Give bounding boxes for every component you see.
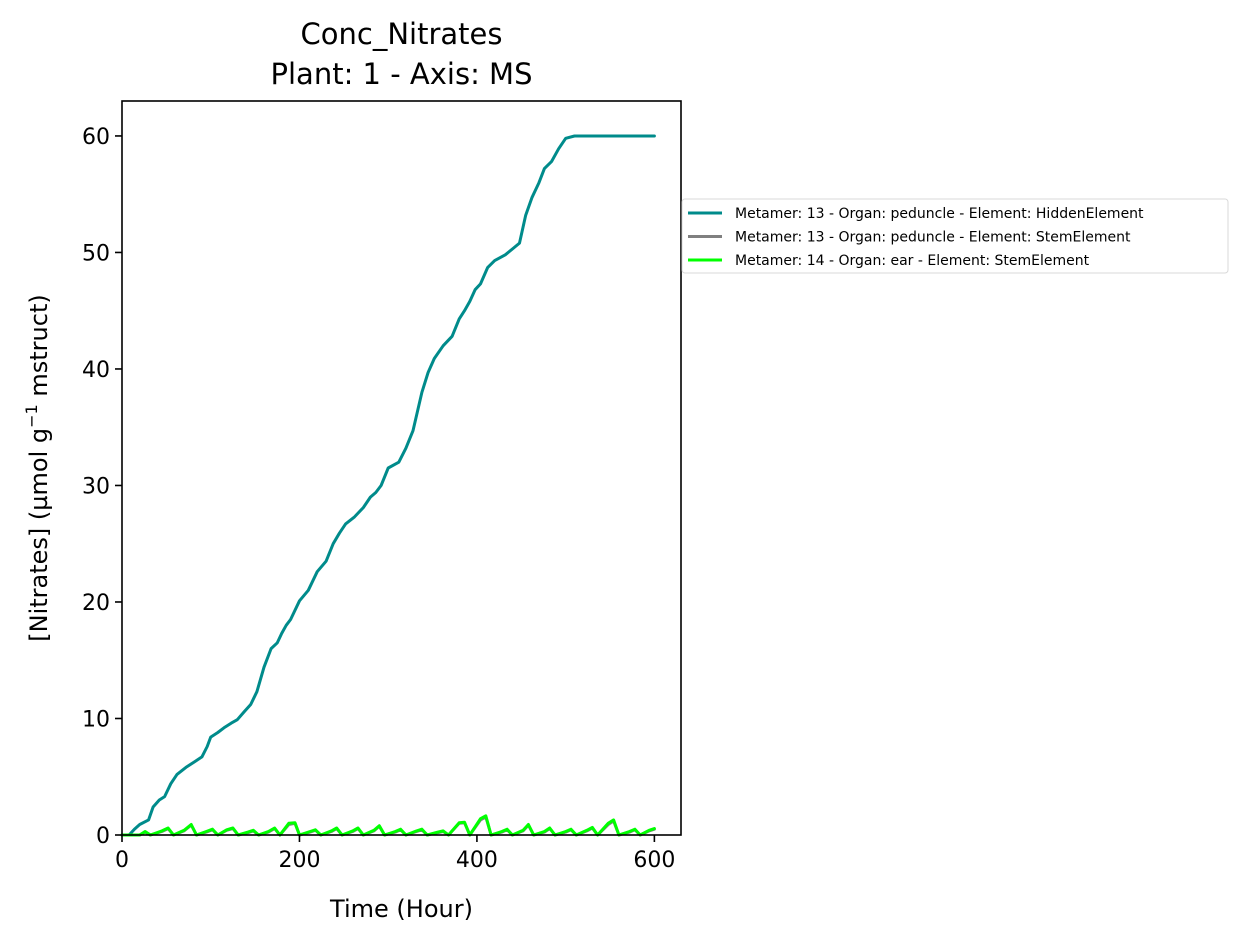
x-tick-label: 400 xyxy=(456,848,498,873)
x-tick-label: 600 xyxy=(633,848,675,873)
chart-title: Conc_Nitrates xyxy=(301,17,503,51)
y-tick-label: 40 xyxy=(82,358,110,383)
x-axis-label: Time (Hour) xyxy=(329,895,473,923)
series-line-3 xyxy=(120,814,656,837)
legend-box xyxy=(681,198,1229,274)
legend-label-2: Metamer: 13 - Organ: peduncle - Element:… xyxy=(735,230,1131,246)
y-axis-label-sup: −1 xyxy=(22,404,41,428)
y-tick-label: 50 xyxy=(82,241,110,266)
legend: Metamer: 13 - Organ: peduncle - Element:… xyxy=(681,198,1229,274)
chart-subtitle: Plant: 1 - Axis: MS xyxy=(271,57,533,91)
series-line-1 xyxy=(120,134,656,837)
y-tick-label: 20 xyxy=(82,591,110,616)
y-tick-label: 60 xyxy=(82,125,110,150)
y-axis-label-main: [Nitrates] (µmol g xyxy=(25,428,53,642)
legend-label-1: Metamer: 13 - Organ: peduncle - Element:… xyxy=(735,206,1144,222)
series-layer xyxy=(120,134,656,837)
y-tick-label: 30 xyxy=(82,474,110,499)
y-axis-label: [Nitrates] (µmol g−1 mstruct) xyxy=(22,294,53,641)
plot-frame xyxy=(121,100,682,836)
y-tick-label: 0 xyxy=(96,824,110,849)
y-tick-label: 10 xyxy=(82,707,110,732)
y-axis-label-tail: mstruct) xyxy=(25,294,53,404)
x-tick-label: 200 xyxy=(278,848,320,873)
legend-label-3: Metamer: 14 - Organ: ear - Element: Stem… xyxy=(735,253,1090,269)
ticks-layer: 0 200 400 600 0 10 20 30 40 50 60 xyxy=(82,125,675,873)
x-tick-label: 0 xyxy=(115,848,129,873)
